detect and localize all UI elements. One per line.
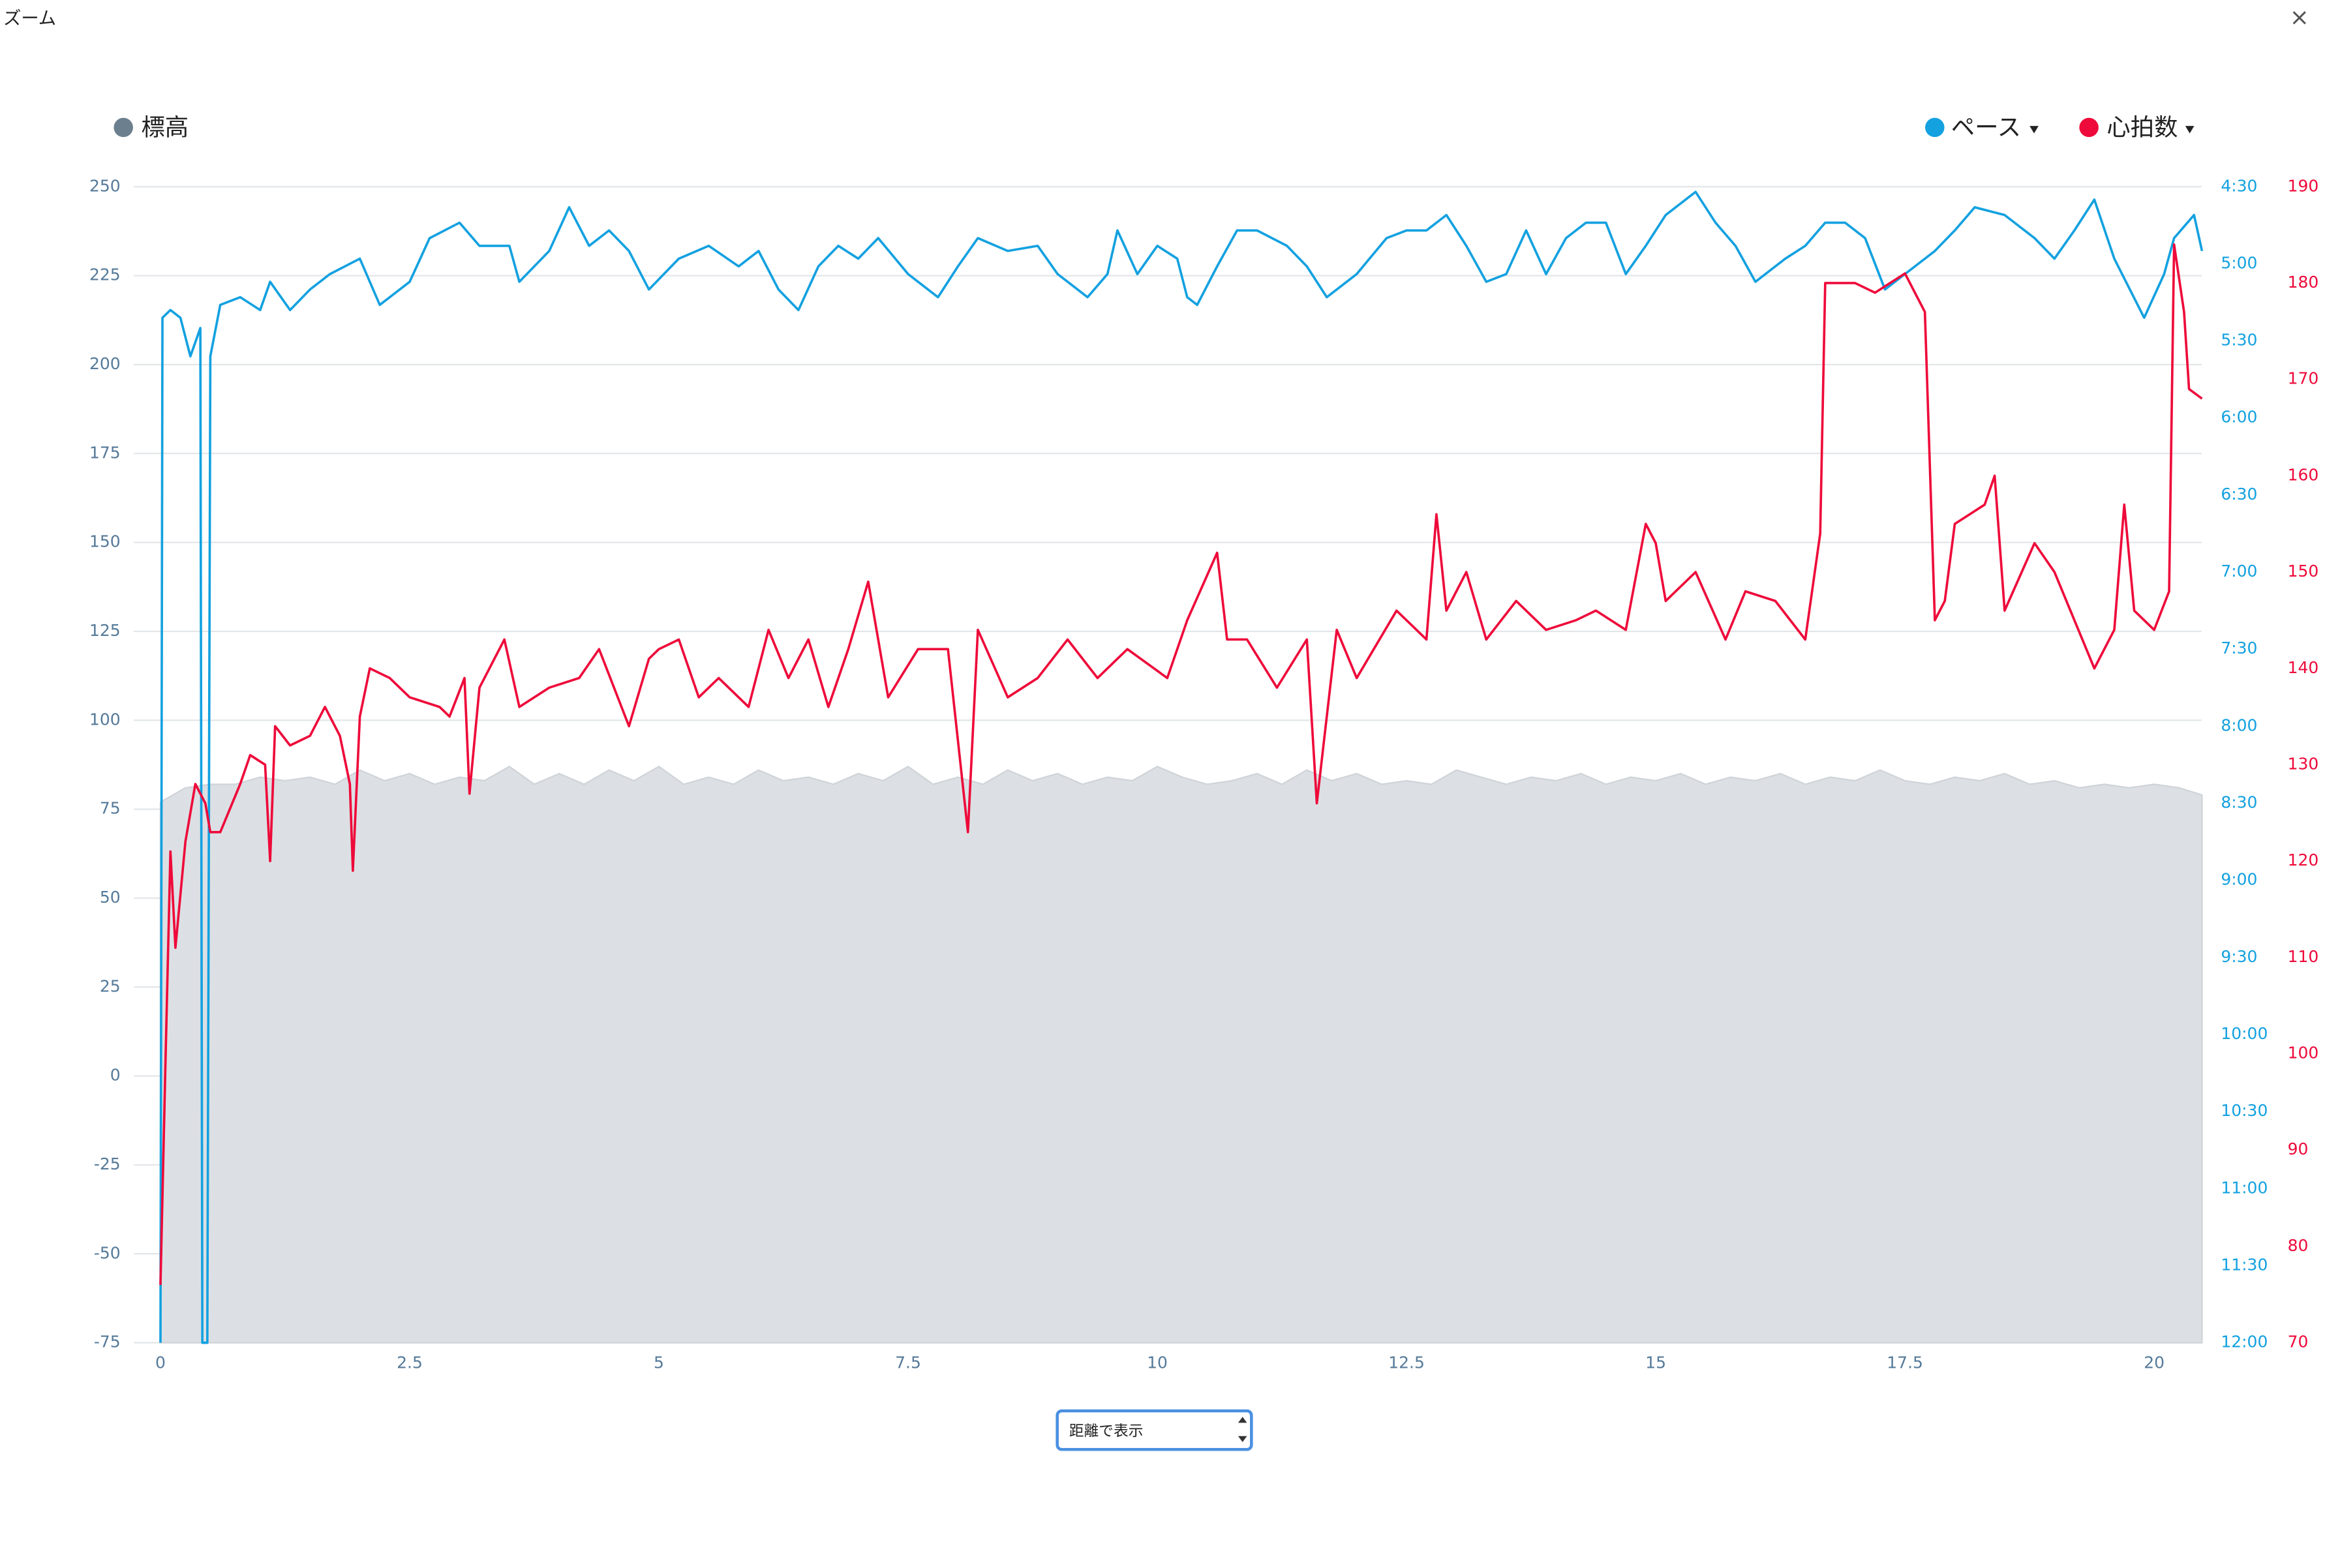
series-line	[159, 190, 2204, 1344]
elevation-area	[159, 765, 2203, 1344]
y-tick-label: -50	[94, 1243, 121, 1262]
y-tick-label: 25	[100, 976, 121, 995]
x-tick-label: 15	[1645, 1353, 1666, 1372]
y3-tick-label: 100	[2288, 1044, 2319, 1063]
y3-tick-label: 180	[2288, 273, 2319, 292]
x-tick-label: 17.5	[1887, 1353, 1923, 1372]
x-tick-label: 12.5	[1388, 1353, 1425, 1372]
y-tick-label: 225	[89, 265, 121, 284]
y-tick-label: -25	[94, 1154, 121, 1173]
y3-tick-label: 150	[2288, 562, 2319, 580]
y2-tick-label: 6:30	[2221, 485, 2257, 504]
x-tick-label: 10	[1147, 1353, 1168, 1372]
legend-label: ペース	[1951, 113, 2021, 142]
y-tick-label: 175	[89, 443, 121, 462]
y2-tick-label: 7:30	[2221, 639, 2257, 657]
x-tick-label: 7.5	[895, 1353, 921, 1372]
y2-tick-label: 10:00	[2221, 1024, 2268, 1043]
window-title: ズーム	[3, 8, 56, 29]
y-tick-label: 50	[100, 888, 121, 907]
x-mode-select[interactable]: 距離で表示	[1056, 1409, 1253, 1451]
legend-item[interactable]: 心拍数	[2079, 113, 2195, 142]
legend-label: 標高	[141, 113, 189, 142]
x-tick-label: 2.5	[397, 1353, 423, 1372]
legend-label: 心拍数	[2106, 113, 2178, 142]
legend-dropdown-arrow	[2029, 126, 2039, 134]
y3-tick-label: 130	[2288, 754, 2319, 773]
y-tick-label: 125	[89, 621, 121, 640]
y3-tick-label: 110	[2288, 947, 2319, 966]
y3-tick-label: 90	[2288, 1139, 2309, 1158]
legend-item[interactable]: ペース	[1925, 113, 2039, 142]
y2-tick-label: 9:00	[2221, 870, 2257, 889]
x-tick-label: 0	[155, 1353, 166, 1372]
y2-tick-label: 12:00	[2221, 1333, 2268, 1351]
y-tick-label: 75	[100, 799, 121, 818]
series-line	[159, 243, 2203, 1286]
y3-tick-label: 120	[2288, 851, 2319, 869]
legend-dropdown-arrow	[2185, 126, 2195, 134]
y3-tick-label: 80	[2288, 1236, 2309, 1255]
y3-tick-label: 140	[2288, 658, 2319, 677]
close-button[interactable]	[2292, 11, 2306, 25]
y3-tick-label: 70	[2288, 1333, 2309, 1351]
y2-tick-label: 7:00	[2221, 562, 2257, 580]
y-tick-label: 0	[110, 1066, 121, 1085]
y2-tick-label: 11:00	[2221, 1178, 2268, 1197]
legend-dot	[1925, 117, 1945, 138]
y-tick-label: -75	[94, 1333, 121, 1351]
legend-dot	[2079, 117, 2099, 138]
y2-tick-label: 11:30	[2221, 1255, 2268, 1274]
x-tick-label: 5	[654, 1353, 664, 1372]
legend-dot	[114, 117, 133, 138]
y2-tick-label: 9:30	[2221, 947, 2257, 966]
y-tick-label: 100	[89, 710, 121, 729]
y2-tick-label: 5:00	[2221, 253, 2257, 272]
y3-tick-label: 190	[2288, 176, 2319, 195]
y2-tick-label: 6:00	[2221, 408, 2257, 427]
y2-tick-label: 4:30	[2221, 176, 2257, 195]
x-tick-label: 20	[2144, 1353, 2165, 1372]
y2-tick-label: 8:30	[2221, 793, 2257, 812]
y3-tick-label: 160	[2288, 465, 2319, 484]
y-tick-label: 200	[89, 354, 121, 373]
y-tick-label: 150	[89, 532, 121, 551]
y2-tick-label: 5:30	[2221, 331, 2257, 350]
y2-tick-label: 8:00	[2221, 716, 2257, 734]
y-tick-label: 250	[89, 176, 121, 195]
y3-tick-label: 170	[2288, 369, 2319, 388]
y2-tick-label: 10:30	[2221, 1101, 2268, 1120]
legend-item: 標高	[114, 113, 189, 142]
x-mode-label: 距離で表示	[1069, 1423, 1144, 1440]
